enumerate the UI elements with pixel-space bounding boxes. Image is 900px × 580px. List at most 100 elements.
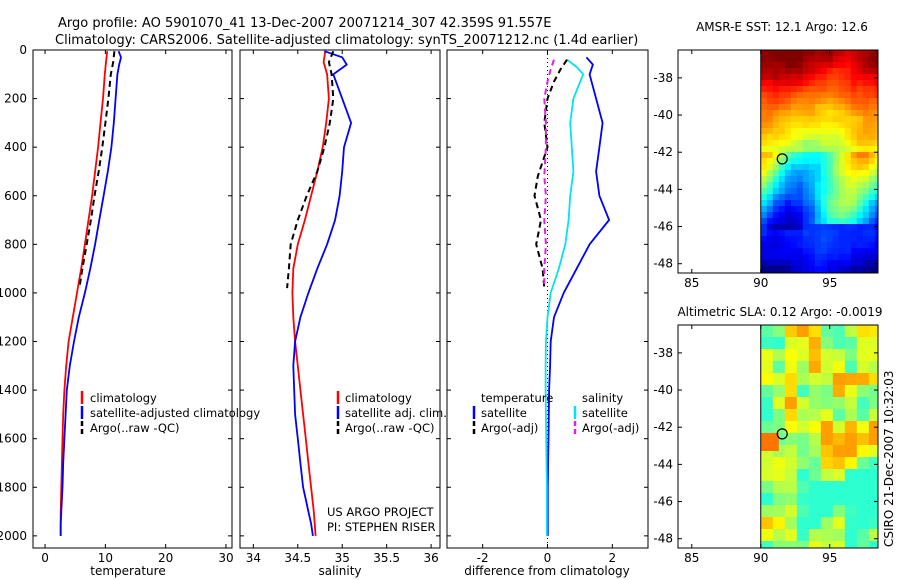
map-cell: [772, 122, 780, 129]
y-tick-label: -48: [653, 257, 673, 271]
map-cell: [796, 391, 804, 398]
map-cell: [856, 188, 864, 195]
map-cell: [766, 361, 774, 368]
map-cell: [856, 104, 864, 111]
map-cell: [850, 535, 858, 542]
map-cell: [844, 62, 852, 69]
map-cell: [874, 116, 878, 123]
map-cell: [784, 200, 792, 207]
map-cell: [814, 517, 822, 524]
map-cell: [832, 182, 840, 189]
map-cell: [790, 80, 798, 87]
map-cell: [760, 499, 768, 506]
map-cell: [784, 104, 792, 111]
map-cell: [808, 475, 816, 482]
map-cell: [808, 158, 816, 165]
map-cell: [844, 236, 852, 243]
sla-map-frame: [677, 324, 879, 549]
map-cell: [760, 86, 768, 93]
map-cell: [832, 80, 840, 87]
map-cell: [874, 110, 878, 117]
map-cell: [826, 176, 834, 183]
map-cell: [778, 529, 786, 536]
map-cell: [814, 451, 822, 458]
map-cell: [772, 343, 780, 350]
map-cell: [814, 481, 822, 488]
map-cell: [796, 349, 804, 356]
map-cell: [826, 92, 834, 99]
legend-label-sal-satellite: satellite: [582, 406, 628, 420]
map-cell: [820, 110, 828, 117]
y-tick-label: 200: [4, 92, 27, 106]
map-cell: [844, 266, 852, 273]
map-cell: [850, 475, 858, 482]
map-cell: [766, 224, 774, 231]
map-cell: [820, 397, 828, 404]
map-cell: [796, 433, 804, 440]
map-cell: [796, 158, 804, 165]
map-cell: [862, 361, 870, 368]
map-cell: [850, 104, 858, 111]
map-cell: [802, 182, 810, 189]
map-cell: [862, 98, 870, 105]
map-cell: [832, 433, 840, 440]
map-cell: [790, 266, 798, 273]
map-cell: [856, 337, 864, 344]
map-cell: [844, 152, 852, 159]
map-cell: [808, 98, 816, 105]
map-cell: [850, 182, 858, 189]
map-cell: [868, 499, 876, 506]
map-cell: [796, 325, 804, 332]
map-cell: [862, 230, 870, 237]
map-cell: [844, 331, 852, 338]
map-cell: [784, 92, 792, 99]
map-cell: [868, 170, 876, 177]
map-cell: [856, 170, 864, 177]
map-cell: [808, 50, 816, 57]
map-cell: [862, 104, 870, 111]
map-cell: [844, 212, 852, 219]
map-cell: [814, 505, 822, 512]
map-cell: [778, 224, 786, 231]
map-cell: [808, 505, 816, 512]
map-cell: [832, 451, 840, 458]
map-cell: [802, 194, 810, 201]
map-cell: [826, 475, 834, 482]
map-cell: [820, 260, 828, 267]
map-cell: [772, 523, 780, 530]
map-cell: [832, 529, 840, 536]
map-cell: [814, 373, 822, 380]
map-cell: [790, 451, 798, 458]
map-cell: [802, 529, 810, 536]
map-cell: [772, 415, 780, 422]
map-cell: [814, 236, 822, 243]
difference-ticks: -2 0 2: [447, 49, 648, 565]
map-cell: [856, 391, 864, 398]
map-cell: [850, 128, 858, 135]
map-cell: [766, 379, 774, 386]
map-cell: [802, 337, 810, 344]
map-cell: [862, 164, 870, 171]
map-cell: [790, 481, 798, 488]
map-cell: [778, 158, 786, 165]
map-cell: [760, 62, 768, 69]
map-cell: [862, 146, 870, 153]
map-cell: [784, 164, 792, 171]
map-cell: [820, 373, 828, 380]
map-cell: [868, 355, 876, 362]
map-cell: [778, 499, 786, 506]
map-cell: [784, 535, 792, 542]
map-cell: [832, 361, 840, 368]
map-cell: [814, 403, 822, 410]
map-cell: [832, 266, 840, 273]
map-cell: [784, 367, 792, 374]
map-cell: [850, 158, 858, 165]
map-cell: [808, 529, 816, 536]
map-cell: [820, 146, 828, 153]
map-cell: [844, 535, 852, 542]
map-cell: [790, 415, 798, 422]
difference-plot-area: [533, 56, 610, 536]
map-cell: [814, 158, 822, 165]
map-cell: [778, 98, 786, 105]
map-cell: [814, 134, 822, 141]
